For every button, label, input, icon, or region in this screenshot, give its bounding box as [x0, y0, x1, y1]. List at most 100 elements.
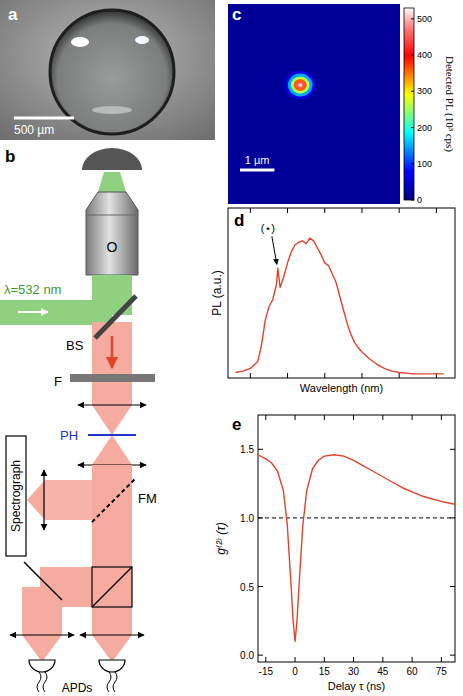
pl-beam	[45, 480, 112, 520]
pl-beam	[92, 405, 132, 435]
x-tick	[412, 657, 413, 662]
laser-arrow	[18, 311, 48, 313]
x-tick	[324, 373, 325, 378]
flip-mirror-label: FM	[138, 491, 157, 506]
x-tick	[265, 657, 266, 662]
apd-cable	[107, 672, 117, 692]
photo-background	[0, 0, 215, 140]
colorbar-tick	[411, 55, 414, 56]
scale-bar-label: 500 µm	[14, 123, 54, 137]
y-tick-label: 0.5	[240, 582, 254, 593]
x-tick	[441, 657, 442, 662]
pinhole-label: PH	[60, 428, 78, 443]
x-tick	[399, 373, 400, 378]
y-tick-label: 1.5	[240, 444, 254, 455]
pl-beam	[22, 635, 62, 662]
pl-beam	[92, 435, 132, 465]
x-tick-label: 75	[436, 666, 448, 677]
panel-e: -15015304560750.00.51.01.5Delay τ (ns)g⁽…	[214, 415, 455, 692]
y-axis-label: PL (a.u.)	[210, 270, 224, 316]
y-axis-label: g⁽²⁾ (τ)	[214, 522, 228, 554]
y-tick	[450, 586, 455, 587]
pl-beam	[92, 565, 132, 635]
sample-lens	[82, 148, 142, 170]
pl-beam	[27, 480, 45, 520]
panel-label: c	[232, 5, 241, 24]
colorbar-tick	[411, 163, 414, 164]
x-tick	[399, 208, 400, 213]
apd-cable	[37, 672, 47, 692]
x-tick	[441, 415, 442, 420]
map-background	[228, 4, 400, 204]
x-tick	[287, 208, 288, 213]
y-tick	[450, 655, 455, 656]
plot-frame	[258, 415, 455, 662]
reference-line	[258, 517, 455, 518]
annotation: (⋆)	[261, 222, 275, 234]
x-tick	[353, 415, 354, 420]
panel-d: (⋆) Wavelength (nm) PL (a.u.) d	[210, 208, 455, 394]
colorbar-tick-label: 0	[417, 195, 422, 205]
x-tick	[361, 208, 362, 213]
pinhole	[88, 434, 136, 436]
panel-label: a	[8, 5, 18, 24]
plot-frame	[228, 208, 455, 378]
colorbar-tick-label: 500	[417, 14, 432, 24]
figure: a500 µmbOλ=532 nmBSFPHFMSpectrographAPDs…	[0, 0, 463, 696]
spectrograph	[6, 436, 26, 556]
x-tick	[324, 208, 325, 213]
panel-label: e	[232, 415, 241, 434]
data-line	[258, 455, 455, 642]
objective	[86, 192, 138, 275]
colorbar-tick	[411, 91, 414, 92]
page: {"photo":{"label":"a","scale_bar":"500 µ…	[0, 0, 463, 696]
lens	[78, 404, 146, 405]
x-tick	[324, 415, 325, 420]
panel-b: bOλ=532 nmBSFPHFMSpectrographAPDs	[0, 147, 157, 695]
pl-beam	[92, 635, 132, 662]
x-tick	[436, 208, 437, 213]
spot-ring	[291, 76, 310, 93]
green-beam	[0, 300, 112, 325]
y-tick	[450, 449, 455, 450]
lens	[43, 470, 44, 530]
x-tick	[265, 415, 266, 420]
x-tick	[295, 657, 296, 662]
apd-label: APDs	[62, 681, 93, 695]
scale-bar	[14, 117, 74, 120]
droplet	[50, 10, 174, 134]
x-tick	[361, 373, 362, 378]
beam-splitter-label: BS	[66, 338, 84, 353]
x-tick-label: 45	[377, 666, 389, 677]
beam-splitter	[95, 296, 136, 338]
spot-ring	[285, 71, 316, 100]
highlight	[135, 36, 149, 44]
colorbar-label: Detected PL (10³ cps)	[443, 56, 456, 152]
y-tick	[258, 449, 263, 450]
pl-arrow	[111, 336, 114, 368]
flip-mirror	[92, 478, 136, 522]
apd	[99, 660, 125, 672]
data-line	[235, 238, 443, 374]
spot-ring	[288, 74, 313, 97]
x-tick-label: 15	[319, 666, 331, 677]
lens	[80, 634, 144, 635]
panel-a: a 500 µm	[0, 0, 215, 140]
mirror	[24, 562, 62, 600]
scale-bar-label: 1 µm	[245, 154, 270, 166]
spot-ring	[296, 81, 304, 89]
x-tick	[382, 415, 383, 420]
x-tick	[250, 373, 251, 378]
plot-area	[235, 238, 443, 374]
apd	[29, 660, 55, 672]
objective-ring	[86, 215, 138, 216]
x-axis-label: Wavelength (nm)	[300, 382, 383, 394]
green-cone	[98, 172, 126, 192]
x-tick-label: 0	[292, 666, 298, 677]
panel-label: d	[234, 211, 244, 230]
x-axis-label: Delay τ (ns)	[328, 680, 386, 692]
lens	[10, 634, 74, 635]
filter-label: F	[54, 374, 62, 389]
x-tick	[412, 415, 413, 420]
x-tick-label: 60	[407, 666, 419, 677]
